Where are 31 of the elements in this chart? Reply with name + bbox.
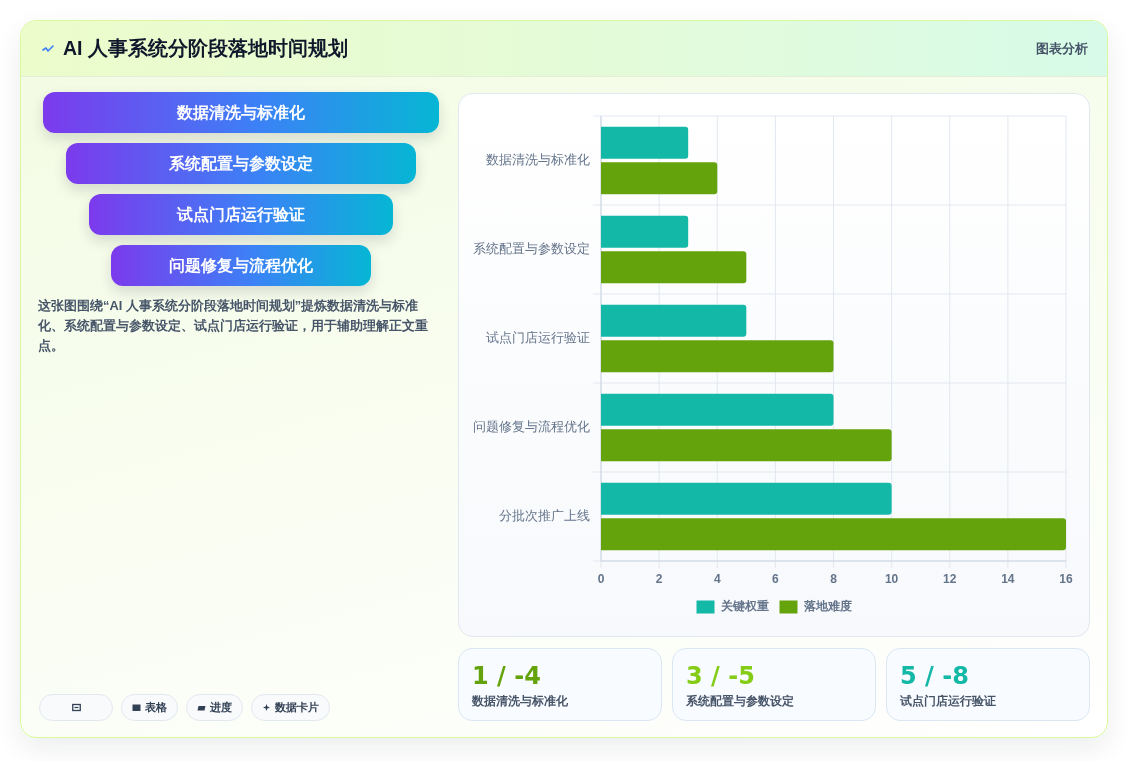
x-tick-label: 0	[597, 572, 605, 587]
x-tick-label: 16	[1059, 572, 1073, 587]
text: 3 / -5	[686, 662, 755, 690]
y-tick-label: 数据清洗与标准化	[486, 151, 590, 167]
category-label: 试点门店运行验证	[88, 194, 394, 235]
x-tick-label: 14	[1001, 572, 1015, 587]
y-tick-label: 问题修复与流程优化	[473, 418, 590, 434]
x-tick-label: 10	[884, 572, 899, 587]
x-tick-label: 6	[772, 572, 780, 587]
category-label: 数据卡片	[275, 700, 319, 715]
legend-label: 关键权重	[719, 599, 769, 614]
text: 这张图围绕“AI 人事系统分阶段落地时间规划”提炼数据清洗与标准化、系统配置与参数设定、试点门店运行验证，用于辅助理解正文重点。	[38, 297, 429, 355]
legend-label: 落地难度	[802, 599, 852, 614]
category-label: 进度	[210, 700, 232, 715]
x-tick-label: 2	[655, 572, 663, 587]
category-label: 系统配置与参数设定	[65, 143, 417, 184]
category-label: 数据清洗与标准化	[43, 92, 439, 133]
text: 图表分析	[1036, 40, 1088, 58]
text: 5 / -8	[900, 662, 969, 690]
x-tick-label: 4	[713, 572, 721, 587]
text: 1 / -4	[472, 662, 541, 690]
text: AI 人事系统分阶段落地时间规划	[63, 36, 348, 61]
category-label: 问题修复与流程优化	[111, 245, 371, 286]
category-label: 表格	[145, 700, 167, 715]
y-tick-label: 分批次推广上线	[499, 507, 590, 523]
y-tick-label: 试点门店运行验证	[486, 329, 590, 345]
x-tick-label: 12	[943, 572, 957, 587]
x-tick-label: 8	[830, 572, 838, 587]
y-tick-label: 系统配置与参数设定	[473, 240, 590, 256]
category-label: 系统配置与参数设定	[686, 693, 794, 709]
category-label: 试点门店运行验证	[900, 693, 996, 709]
